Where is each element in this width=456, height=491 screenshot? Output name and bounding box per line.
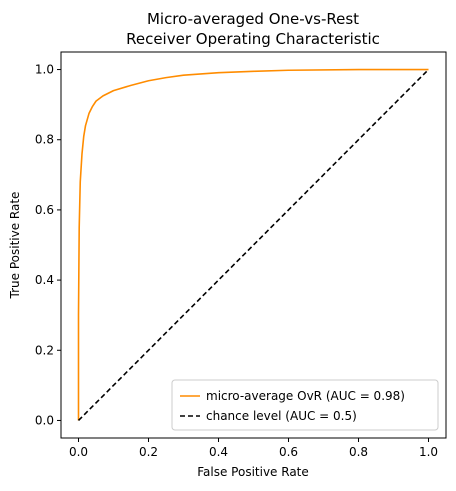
- y-tick-label: 1.0: [35, 63, 54, 77]
- y-tick-label: 0.2: [35, 343, 54, 357]
- x-tick-label: 1.0: [419, 445, 438, 459]
- chart-title-line-1: Micro-averaged One-vs-Rest: [147, 10, 359, 28]
- y-axis-label: True Positive Rate: [8, 192, 22, 300]
- series-layer: [77, 68, 430, 422]
- x-tick-label: 0.4: [209, 445, 228, 459]
- y-tick-label: 0.6: [35, 203, 54, 217]
- legend: micro-average OvR (AUC = 0.98) chance le…: [171, 379, 439, 431]
- x-axis-label: False Positive Rate: [197, 465, 309, 479]
- series-line-micro-average: [77, 68, 429, 421]
- legend-label-micro-average: micro-average OvR (AUC = 0.98): [206, 389, 405, 403]
- series-line-chance-level: [77, 68, 430, 422]
- legend-frame: [171, 379, 439, 431]
- y-tick-label: 0.0: [35, 413, 54, 427]
- axis-ticks: 0.0 0.2 0.4 0.6 0.8 1.0 0.0 0.2 0.4 0.6 0.8 1.0: [35, 63, 438, 459]
- x-tick-label: 0.2: [139, 445, 158, 459]
- x-tick-label: 0.6: [279, 445, 298, 459]
- chart-title-line-2: Receiver Operating Characteristic: [126, 30, 380, 48]
- legend-label-chance-level: chance level (AUC = 0.5): [206, 409, 357, 423]
- x-tick-label: 0.8: [349, 445, 368, 459]
- y-tick-label: 0.4: [35, 273, 54, 287]
- y-tick-label: 0.8: [35, 133, 54, 147]
- x-tick-label: 0.0: [69, 445, 88, 459]
